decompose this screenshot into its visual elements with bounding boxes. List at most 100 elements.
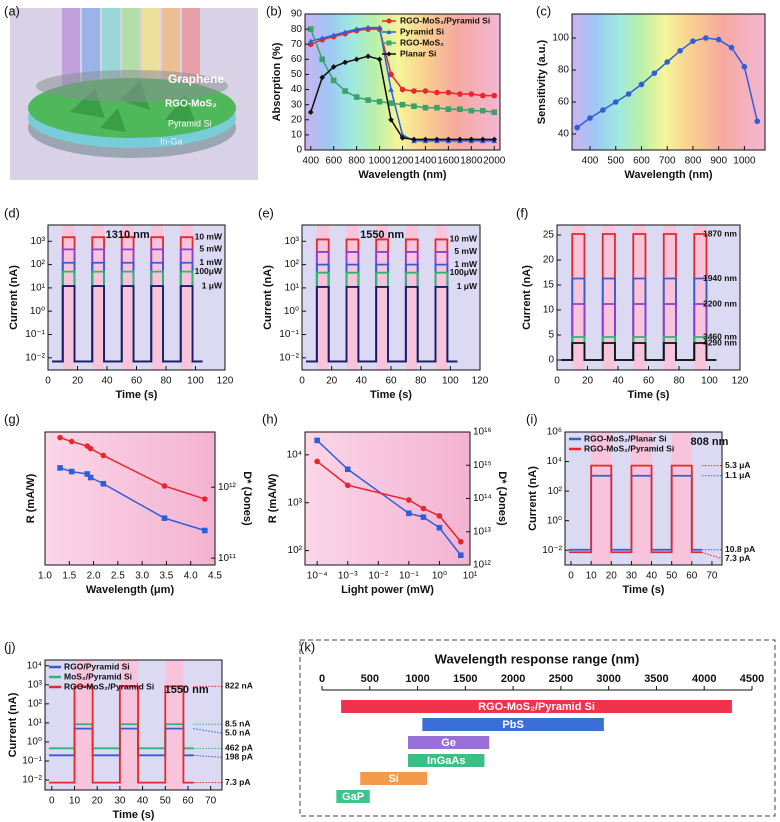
data-point	[319, 35, 326, 41]
x-tick-label: 100	[701, 376, 718, 387]
on-interval	[663, 225, 676, 370]
panel-label: (i)	[526, 411, 538, 426]
panel-label: (h)	[262, 411, 278, 426]
data-point	[376, 98, 383, 105]
series-label: 1 μW	[202, 280, 223, 290]
x-tick-label: 1600	[437, 156, 460, 167]
x-tick-label: 2.0	[87, 571, 101, 582]
x-axis-label: Time (s)	[116, 389, 158, 401]
data-point	[399, 86, 406, 93]
series-label: 1 mW	[454, 259, 478, 269]
data-point	[330, 77, 337, 84]
legend-label: RGO-MoS₂	[400, 37, 444, 47]
y-tick-label: 10	[291, 130, 303, 141]
plot-background	[302, 225, 480, 370]
bar-label: RGO-MoS₂/Pyramid Si	[478, 701, 595, 713]
y-tick-label: 10³	[28, 679, 43, 690]
y-tick-label: 80	[291, 24, 303, 35]
y-axis-label: R (mA/W)	[267, 473, 279, 523]
data-point	[388, 71, 394, 78]
data-point	[457, 538, 464, 545]
series-label: 10 mW	[450, 234, 478, 244]
current-trace	[49, 685, 194, 784]
y-tick-label: 25	[543, 230, 555, 241]
value-label: 10.8 pA	[725, 544, 755, 554]
on-interval	[633, 225, 646, 370]
x-tick-label: 20	[582, 376, 594, 387]
data-point	[468, 107, 475, 114]
data-point	[68, 438, 75, 445]
legend-label: RGO/Pyramid Si	[64, 661, 130, 671]
y2-tick-label: 10¹⁶	[473, 427, 492, 438]
y-tick-label: 40	[558, 129, 570, 140]
y-tick-label: 60	[558, 97, 570, 108]
x-axis-label: Wavelength (nm)	[624, 169, 713, 181]
on-interval	[405, 225, 418, 370]
x-tick-label: 100	[187, 376, 204, 387]
x-axis-label: Time (s)	[370, 389, 412, 401]
y-tick-label: 10⁻²	[25, 352, 45, 363]
on-interval	[121, 225, 134, 370]
y-tick-label: 10⁰	[284, 306, 299, 317]
data-point	[445, 136, 452, 143]
y-tick-label: 5	[548, 330, 554, 341]
data-point	[365, 53, 371, 60]
data-point	[319, 74, 326, 81]
x-tick-label: 900	[710, 156, 727, 167]
series-label: 3460 nm	[703, 331, 737, 341]
y-axis-label: Current (nA)	[7, 692, 19, 757]
legend-label: RGO-MoS₂/Pyramid Si	[64, 681, 154, 691]
y-axis-label: Current (nA)	[262, 265, 274, 330]
illustration: Graphene RGO-MoS₂ Pyramid Si In-Ga (a)	[4, 3, 258, 180]
x-tick-label: 3500	[644, 673, 668, 685]
data-point	[422, 104, 429, 111]
y-tick-label: 10⁴	[27, 660, 42, 671]
y2-axis-label: D* (Jones)	[496, 471, 508, 526]
legend-marker	[386, 40, 392, 46]
annotation: 1550 nm	[360, 229, 404, 241]
data-point	[434, 136, 440, 143]
y-tick-label: 10⁻¹	[25, 329, 45, 340]
data-point	[436, 513, 443, 519]
data-point	[491, 109, 498, 116]
y-tick-label: 20	[543, 255, 555, 266]
y2-tick-label: 10¹¹	[218, 553, 236, 564]
panel-label: (j)	[4, 639, 16, 654]
data-point	[411, 103, 417, 109]
data-point	[445, 106, 452, 112]
on-interval	[435, 225, 448, 370]
data-point	[314, 458, 320, 465]
series-label: 1940 nm	[703, 273, 737, 283]
y-tick-label: 10⁻¹	[279, 329, 299, 340]
plot-background	[305, 14, 500, 150]
y-tick-label: 60	[291, 54, 303, 65]
panel-label: (c)	[536, 3, 551, 18]
data-point	[365, 24, 371, 30]
x-tick-label: 120	[217, 376, 234, 387]
data-point	[87, 445, 94, 452]
x-tick-label: 4500	[740, 673, 764, 685]
series-line	[316, 460, 462, 543]
y-tick-label: 10⁶	[547, 427, 562, 438]
value-label: 822 nA	[225, 681, 253, 691]
x-tick-label: 2.5	[111, 571, 125, 582]
data-point	[388, 116, 394, 123]
y2-axis-label: D* (Jones)	[241, 471, 253, 526]
current-trace	[52, 285, 203, 363]
y-tick-label: 10⁰	[30, 306, 45, 317]
panel-label: (f)	[516, 205, 528, 220]
data-point	[468, 91, 475, 97]
x-tick-label: 40	[612, 376, 624, 387]
y-tick-label: 10²	[285, 259, 300, 270]
plot-background	[572, 14, 765, 150]
y-tick-label: 80	[558, 65, 570, 76]
graphene-layer	[36, 70, 228, 102]
data-point	[319, 56, 326, 63]
y-axis-label: R (mA/W)	[25, 473, 37, 523]
on-interval	[346, 225, 359, 370]
plot-background	[48, 225, 225, 370]
data-point	[420, 514, 427, 520]
data-point	[600, 107, 606, 113]
legend-label: RGO-MoS₂/Planar Si	[584, 433, 667, 443]
data-point	[161, 515, 168, 521]
